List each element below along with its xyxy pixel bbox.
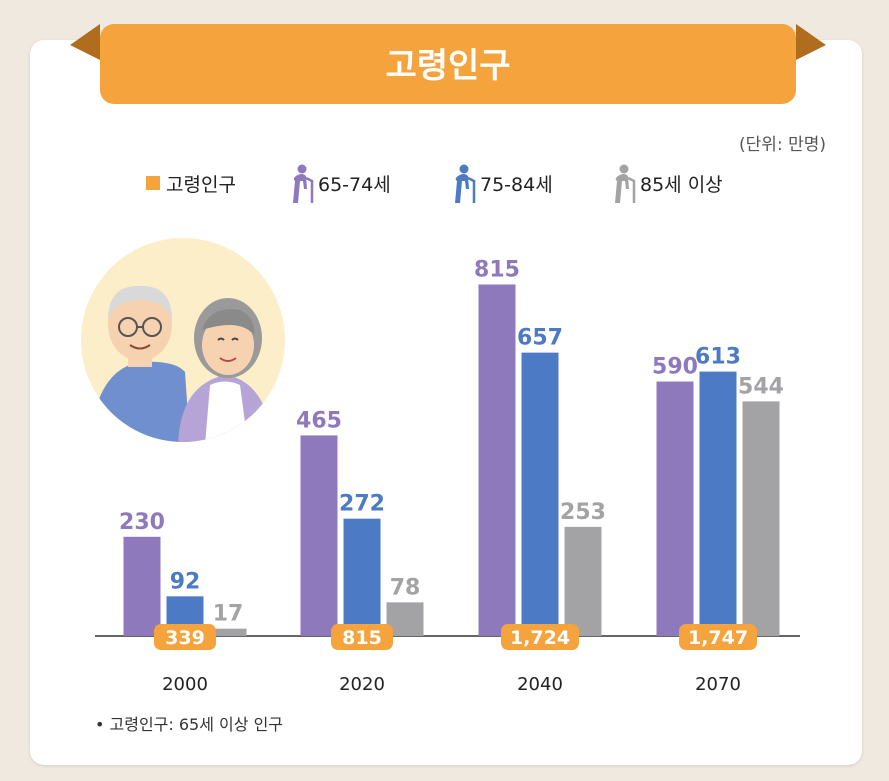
- total-label-2070: 1,747: [688, 627, 748, 649]
- total-badge-2070: [679, 624, 757, 650]
- unit-note: (단위: 만명): [739, 135, 826, 155]
- bar-85-plus-2000: [209, 628, 247, 636]
- x-tick-label-2040: 2040: [517, 674, 563, 695]
- x-tick-label-2000: 2000: [162, 674, 208, 695]
- elderly-cane-icon: [615, 164, 636, 203]
- legend-label-65-74: 65-74세: [318, 174, 391, 196]
- chart-title: 고령인구: [385, 46, 510, 86]
- x-tick-label-2020: 2020: [339, 674, 385, 695]
- footnote: • 고령인구: 65세 이상 인구: [95, 715, 283, 734]
- bar-75-84-2040: [521, 352, 559, 636]
- bar-65-74-2070: [656, 381, 694, 636]
- total-badge-2040: [501, 624, 579, 650]
- bar-85-plus-2040: [564, 526, 602, 636]
- legend-label-total: 고령인구: [166, 174, 236, 196]
- title-ribbon: 고령인구: [70, 24, 826, 104]
- bar-75-84-2070: [699, 371, 737, 636]
- value-label-65-74-2070: 590: [652, 355, 698, 380]
- elderly-couple-illustration: [81, 238, 285, 442]
- x-tick-label-2070: 2070: [695, 674, 741, 695]
- value-label-85-plus-2040: 253: [560, 500, 606, 525]
- elderly-cane-icon: [293, 164, 314, 203]
- total-label-2000: 339: [165, 627, 205, 649]
- legend: 고령인구 65-74세 75-84세 85세 이상: [146, 164, 723, 203]
- ribbon-fold-left: [70, 24, 100, 60]
- bar-75-84-2020: [343, 518, 381, 636]
- value-label-85-plus-2000: 17: [213, 602, 244, 627]
- value-label-75-84-2040: 657: [517, 326, 563, 351]
- ribbon-body: [100, 24, 796, 104]
- value-label-85-plus-2020: 78: [390, 575, 421, 600]
- value-label-75-84-2020: 272: [339, 492, 385, 517]
- bar-65-74-2000: [123, 536, 161, 636]
- elderly-cane-icon: [455, 164, 476, 203]
- value-label-75-84-2070: 613: [695, 345, 741, 370]
- ribbon-fold-right: [796, 24, 826, 60]
- bar-65-74-2040: [478, 284, 516, 636]
- legend-label-75-84: 75-84세: [480, 174, 553, 196]
- value-label-65-74-2040: 815: [474, 257, 520, 282]
- value-label-65-74-2000: 230: [119, 510, 165, 535]
- legend-square-icon: [146, 176, 160, 190]
- bar-65-74-2020: [300, 435, 338, 636]
- bars-layer: 230 92 17 339 2000 465 272 78 815 2020 815 657 253 1,…: [119, 257, 784, 695]
- value-label-75-84-2000: 92: [170, 569, 201, 594]
- total-badge-2020: [331, 624, 393, 650]
- value-label-65-74-2020: 465: [296, 408, 342, 433]
- total-label-2040: 1,724: [510, 627, 570, 649]
- total-badge-2000: [154, 624, 216, 650]
- legend-label-85: 85세 이상: [640, 174, 723, 196]
- value-label-85-plus-2070: 544: [738, 374, 784, 399]
- bar-85-plus-2070: [742, 401, 780, 636]
- total-label-2020: 815: [342, 627, 382, 649]
